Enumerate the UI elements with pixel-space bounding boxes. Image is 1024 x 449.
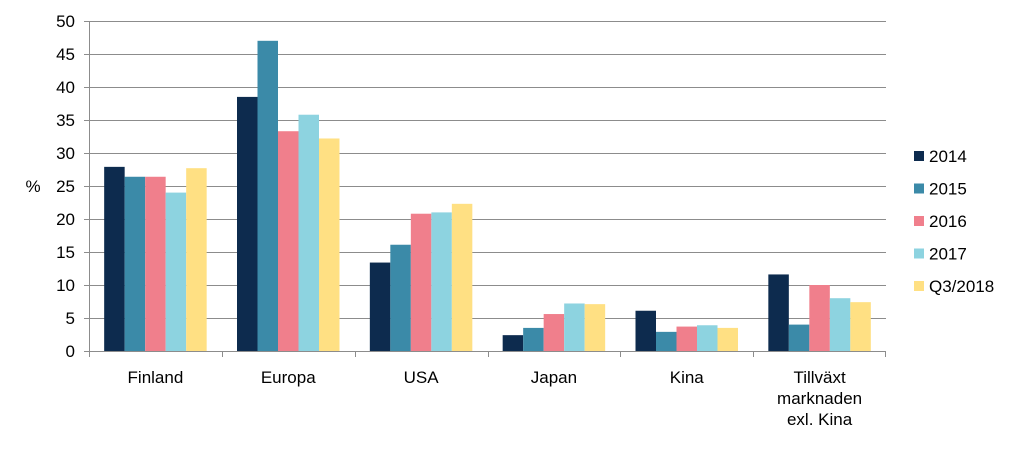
legend-swatch [914,183,924,194]
legend-item: 2017 [914,245,967,264]
x-tick-label: Finland [128,368,184,387]
bar-2015-1 [257,40,278,352]
y-tick-label: 25 [56,177,75,196]
legend-item: 2016 [914,212,967,231]
bar-2017-1 [298,114,319,351]
x-tick-label: Tillväxt [793,368,846,387]
bar-2017-3 [564,303,585,351]
legend-item: 2015 [914,180,967,199]
bar-2015-4 [656,331,677,351]
y-axis-label: % [25,177,40,196]
bars [104,40,871,352]
y-tick-label: 50 [56,12,75,31]
y-tick-label: 20 [56,210,75,229]
bar-2016-3 [543,314,565,351]
legend-label: 2015 [929,180,967,199]
bar-2014-5 [768,274,789,351]
gridlines [89,21,886,319]
y-tick-label: 30 [56,144,75,163]
legend-swatch [914,248,924,259]
bar-2015-3 [523,327,544,351]
bar-2017-0 [165,192,187,351]
y-tick-label: 15 [56,243,75,262]
legend-label: 2014 [929,147,967,166]
y-tick-labels: 0 5 10 15 20 25 30 35 40 45 50 [56,12,75,361]
legend-item: Q3/2018 [914,277,994,296]
bar-2016-1 [278,131,299,351]
x-tick-label: USA [404,368,440,387]
legend-swatch [914,281,924,291]
y-tick-label: 45 [56,45,75,64]
x-tick-label: Japan [531,368,577,387]
legend: 2014 2015 2016 2017 Q3/2018 [914,147,994,296]
x-tick-label: marknaden [777,389,862,408]
bar-2016-2 [410,213,432,351]
bar-2016-5 [809,285,830,351]
bar-2014-4 [635,310,656,351]
bar-2015-2 [390,244,411,351]
x-tick-label: Europa [261,368,316,387]
bar-2017-5 [829,298,851,351]
x-tick-label: Kina [670,368,705,387]
legend-swatch [914,151,924,161]
bar-2015-5 [788,324,810,351]
bar-2014-1 [237,96,258,352]
bar-q3-2018-1 [319,138,340,351]
bar-2016-0 [145,176,166,351]
bar-q3-2018-3 [584,304,606,351]
bar-2014-0 [104,166,125,351]
legend-label: 2017 [929,245,967,264]
y-tick-label: 35 [56,111,75,130]
legend-swatch [914,216,924,226]
bar-2015-0 [124,176,146,351]
bar-2017-4 [697,325,718,351]
bar-q3-2018-2 [451,203,473,351]
x-tick-labels: Finland Europa USA Japan Kina Tillväxt marknad… [128,368,863,429]
y-tick-label: 5 [66,309,75,328]
legend-item: 2014 [914,147,967,166]
bar-q3-2018-5 [850,302,871,351]
y-tick-label: 10 [56,276,75,295]
bar-q3-2018-0 [186,168,207,351]
axes [84,21,886,357]
bar-q3-2018-4 [717,327,738,351]
x-tick-label: exl. Kina [787,410,853,429]
bar-2017-2 [431,212,452,351]
legend-label: 2016 [929,212,967,231]
bar-2014-2 [369,262,391,351]
bar-2014-3 [502,335,524,351]
legend-label: Q3/2018 [929,277,994,296]
bar-2016-4 [676,326,697,351]
y-tick-label: 40 [56,78,75,97]
y-tick-label: 0 [66,342,75,361]
